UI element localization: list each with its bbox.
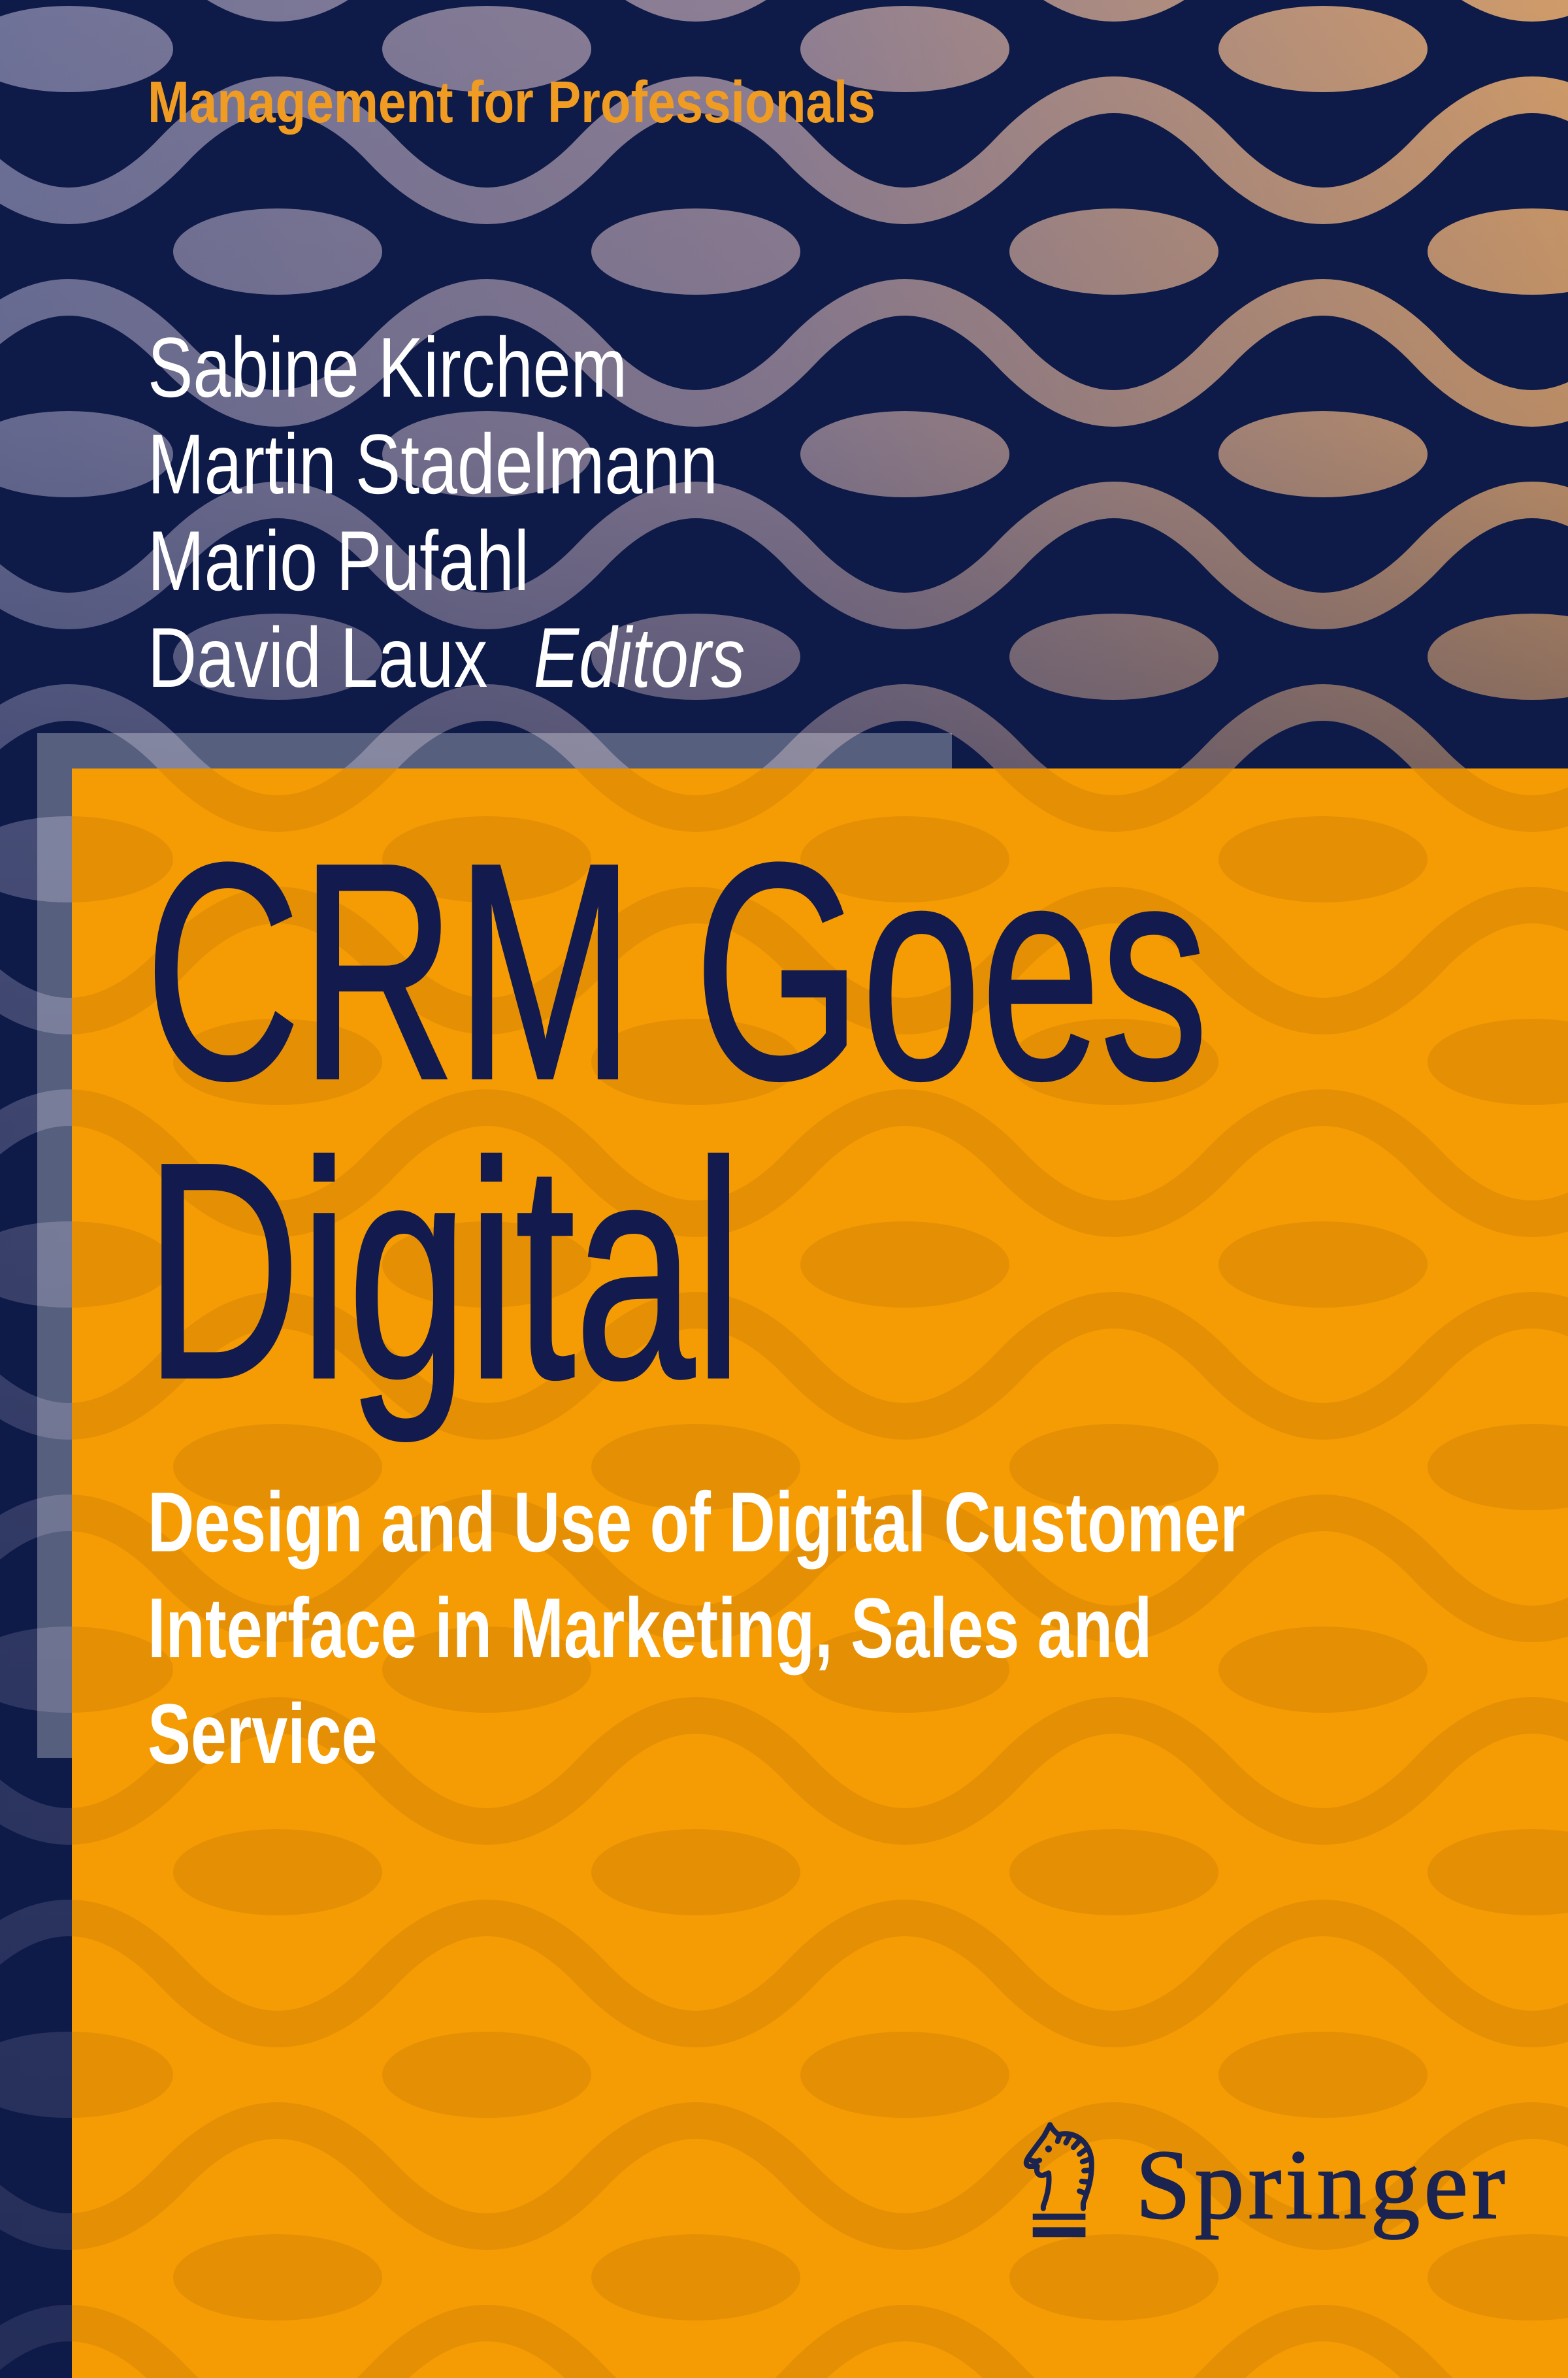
book-title-line: Digital (144, 1099, 743, 1442)
book-subtitle: Design and Use of Digital Customer Inter… (148, 1469, 1245, 1787)
editor-name: David Laux (148, 610, 488, 705)
subtitle-line: Service (148, 1686, 378, 1781)
series-title: Management for Professionals (148, 70, 875, 135)
springer-horse-icon (1023, 2122, 1094, 2238)
editors-label: Editors (533, 610, 745, 705)
subtitle-line: Design and Use of Digital Customer (148, 1474, 1245, 1570)
editor-name: Martin Stadelmann (148, 416, 718, 512)
book-title: CRM Goes Digital (144, 800, 1209, 1442)
book-title-line: CRM Goes (144, 800, 1209, 1143)
editor-name: Mario Pufahl (148, 513, 529, 608)
publisher-name: Springer (1135, 2129, 1509, 2240)
subtitle-line: Interface in Marketing, Sales and (148, 1580, 1152, 1676)
editors-block: Sabine Kirchem Martin Stadelmann Mario P… (148, 319, 745, 706)
editor-name: Sabine Kirchem (148, 320, 628, 415)
editors-last-line: David Laux Editors (148, 609, 745, 706)
publisher-logo: Springer (1014, 2117, 1509, 2245)
